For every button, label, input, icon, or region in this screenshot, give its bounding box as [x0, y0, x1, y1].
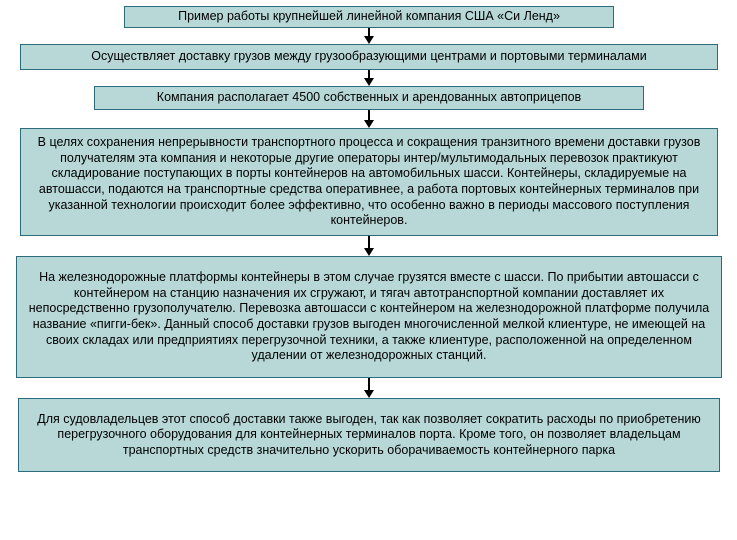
flow-box-text: На железнодорожные платформы контейнеры … — [27, 270, 711, 364]
flow-box-text: Пример работы крупнейшей линейной компан… — [178, 9, 560, 25]
flow-box-delivery: Осуществляет доставку грузов между грузо… — [20, 44, 718, 70]
flow-box-title: Пример работы крупнейшей линейной компан… — [124, 6, 614, 28]
flow-box-text: Компания располагает 4500 собственных и … — [157, 90, 581, 106]
flow-box-railway: На железнодорожные платформы контейнеры … — [16, 256, 722, 378]
flow-arrow — [364, 70, 374, 86]
flow-box-text: В целях сохранения непрерывности транспо… — [31, 135, 707, 229]
flow-arrow — [364, 236, 374, 256]
flow-box-shipowners: Для судовладельцев этот способ доставки … — [18, 398, 720, 472]
flow-box-text: Осуществляет доставку грузов между грузо… — [91, 49, 646, 65]
flow-arrow — [364, 28, 374, 44]
flow-box-trailers: Компания располагает 4500 собственных и … — [94, 86, 644, 110]
flow-arrow — [364, 110, 374, 128]
flow-arrow — [364, 378, 374, 398]
flow-box-text: Для судовладельцев этот способ доставки … — [29, 412, 709, 459]
flow-box-process: В целях сохранения непрерывности транспо… — [20, 128, 718, 236]
